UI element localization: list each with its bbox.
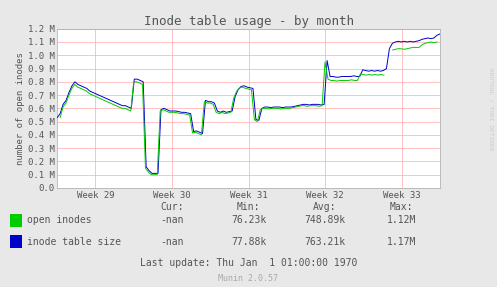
Text: 763.21k: 763.21k (305, 237, 345, 247)
Title: Inode table usage - by month: Inode table usage - by month (144, 15, 353, 28)
Text: inode table size: inode table size (27, 237, 121, 247)
Text: Max:: Max: (390, 202, 414, 212)
Text: RRDTOOL / TOBI OETIKER: RRDTOOL / TOBI OETIKER (488, 68, 493, 150)
Text: 1.17M: 1.17M (387, 237, 416, 247)
Text: Avg:: Avg: (313, 202, 337, 212)
Text: 748.89k: 748.89k (305, 215, 345, 225)
Text: Last update: Thu Jan  1 01:00:00 1970: Last update: Thu Jan 1 01:00:00 1970 (140, 258, 357, 267)
Text: 76.23k: 76.23k (231, 215, 266, 225)
Text: -nan: -nan (160, 237, 184, 247)
Text: Cur:: Cur: (160, 202, 184, 212)
Y-axis label: number of open inodes: number of open inodes (16, 52, 25, 165)
Text: 77.88k: 77.88k (231, 237, 266, 247)
Text: Munin 2.0.57: Munin 2.0.57 (219, 274, 278, 283)
Text: -nan: -nan (160, 215, 184, 225)
Text: Min:: Min: (237, 202, 260, 212)
Text: 1.12M: 1.12M (387, 215, 416, 225)
Text: open inodes: open inodes (27, 215, 92, 225)
